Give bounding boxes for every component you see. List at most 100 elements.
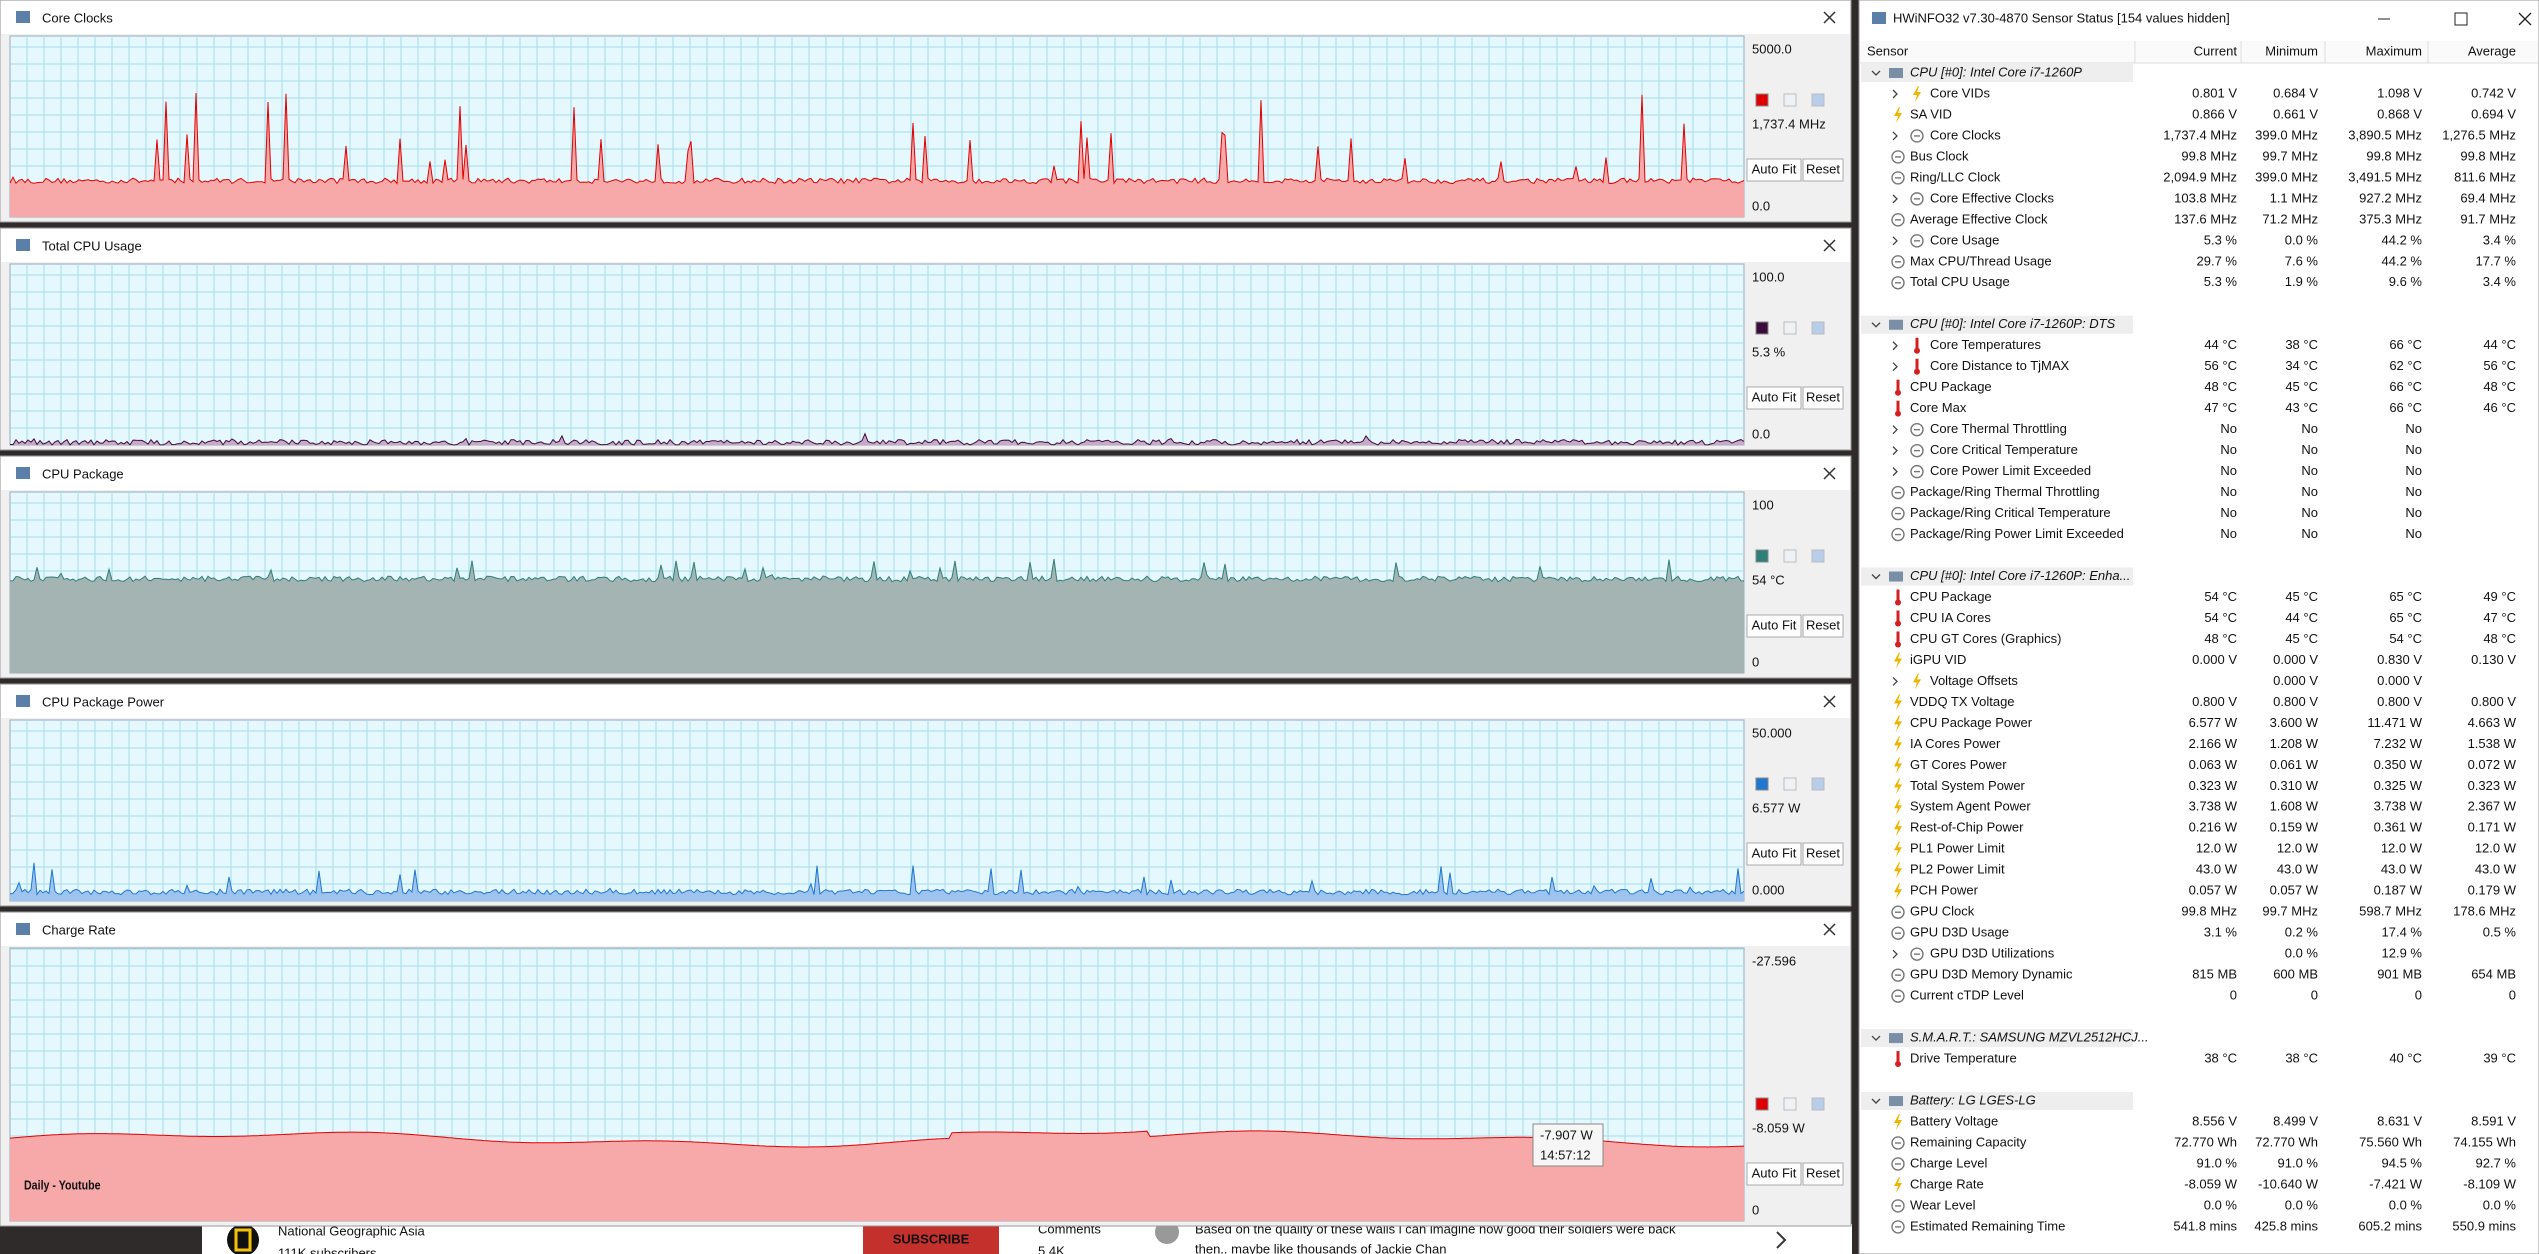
swatch[interactable] — [1811, 1097, 1825, 1111]
close-button[interactable] — [1823, 923, 1836, 936]
sensor-value: 99.8 MHz — [2181, 904, 2237, 919]
sensor-label: PL1 Power Limit — [1910, 841, 2005, 856]
sensor-value: 0.0 % — [2285, 946, 2319, 961]
sensor-value: 0.694 V — [2471, 106, 2516, 121]
sensor-value: 99.8 MHz — [2181, 148, 2237, 163]
window-icon — [16, 923, 30, 935]
auto-fit-label[interactable]: Auto Fit — [1752, 845, 1797, 860]
swatch[interactable] — [1811, 93, 1825, 107]
auto-fit-label[interactable]: Auto Fit — [1752, 161, 1797, 176]
min-label: 0.0 — [1752, 198, 1770, 213]
sensor-value: No — [2220, 421, 2237, 436]
reset-button[interactable] — [1802, 614, 1844, 638]
swatch[interactable] — [1783, 1097, 1797, 1111]
expand-chevron[interactable] — [1892, 949, 1898, 959]
window-titlebar — [1, 685, 1850, 718]
section-icon — [1889, 319, 1903, 330]
color-swatch[interactable] — [1755, 321, 1769, 335]
auto-fit-button[interactable] — [1746, 614, 1802, 638]
expand-chevron[interactable] — [1892, 89, 1898, 99]
collapse-chevron[interactable] — [1871, 70, 1881, 76]
reset-button[interactable] — [1802, 1162, 1844, 1186]
swatch[interactable] — [1811, 321, 1825, 335]
sensor-value: 43.0 W — [2196, 862, 2238, 877]
sensor-value: 0.800 V — [2471, 694, 2516, 709]
sensor-label: CPU Package Power — [1910, 715, 2033, 730]
sensor-value: 99.7 MHz — [2262, 904, 2318, 919]
swatch[interactable] — [1811, 777, 1825, 791]
close-button[interactable] — [1823, 11, 1836, 24]
sensor-value: 44 °C — [2204, 337, 2237, 352]
sensor-value: 91.0 % — [2278, 1155, 2319, 1170]
max-label: 100 — [1752, 497, 1774, 512]
expand-chevron[interactable] — [1892, 194, 1898, 204]
sensor-label: Core Critical Temperature — [1930, 442, 2078, 457]
subscribe-label[interactable]: SUBSCRIBE — [893, 1231, 970, 1246]
sensor-value: 12.9 % — [2382, 946, 2423, 961]
subscribe-button[interactable] — [863, 1222, 999, 1254]
expand-chevron[interactable] — [1892, 341, 1898, 351]
expand-chevron[interactable] — [1892, 362, 1898, 372]
sensor-label: iGPU VID — [1910, 652, 1966, 667]
auto-fit-label[interactable]: Auto Fit — [1752, 389, 1797, 404]
sensor-value: No — [2405, 484, 2422, 499]
reset-button[interactable] — [1802, 842, 1844, 866]
reset-label[interactable]: Reset — [1806, 845, 1840, 860]
maximize-button[interactable] — [2454, 12, 2468, 26]
expand-chevron[interactable] — [1892, 236, 1898, 246]
sensor-label: Remaining Capacity — [1910, 1134, 2027, 1149]
column-header — [1860, 41, 2538, 63]
next-arrow[interactable] — [1776, 1231, 1787, 1249]
sensor-label: Total System Power — [1910, 778, 2026, 793]
column-title: Sensor — [1867, 43, 1909, 58]
sensor-value: No — [2405, 442, 2422, 457]
color-swatch[interactable] — [1755, 549, 1769, 563]
auto-fit-button[interactable] — [1746, 842, 1802, 866]
sensor-value: 654 MB — [2471, 967, 2516, 982]
sensor-window-title: HWiNFO32 v7.30-4870 Sensor Status [154 v… — [1893, 10, 2230, 25]
reset-button[interactable] — [1802, 386, 1844, 410]
reset-button[interactable] — [1802, 158, 1844, 182]
expand-chevron[interactable] — [1892, 425, 1898, 435]
window-icon — [16, 11, 30, 23]
reset-label[interactable]: Reset — [1806, 161, 1840, 176]
collapse-chevron[interactable] — [1871, 574, 1881, 580]
auto-fit-button[interactable] — [1746, 158, 1802, 182]
swatch[interactable] — [1783, 321, 1797, 335]
sensor-label: GPU D3D Utilizations — [1930, 946, 2055, 961]
auto-fit-button[interactable] — [1746, 386, 1802, 410]
current-label: 5.3 % — [1752, 344, 1786, 359]
sensor-value: 103.8 MHz — [2174, 190, 2237, 205]
color-swatch[interactable] — [1755, 93, 1769, 107]
reset-label[interactable]: Reset — [1806, 389, 1840, 404]
sensor-value: 0.179 W — [2468, 883, 2517, 898]
close-button[interactable] — [1823, 695, 1836, 708]
reset-label[interactable]: Reset — [1806, 617, 1840, 632]
expand-chevron[interactable] — [1892, 131, 1898, 141]
close-button[interactable] — [2518, 12, 2532, 26]
expand-chevron[interactable] — [1892, 467, 1898, 477]
auto-fit-button[interactable] — [1746, 1162, 1802, 1186]
sensor-value: -10.640 W — [2258, 1176, 2319, 1191]
auto-fit-label[interactable]: Auto Fit — [1752, 1165, 1797, 1180]
expand-chevron[interactable] — [1892, 446, 1898, 456]
collapse-chevron[interactable] — [1871, 1098, 1881, 1104]
close-button[interactable] — [1823, 239, 1836, 252]
volt-icon — [1894, 799, 1902, 816]
sensor-value: 0.159 W — [2270, 820, 2319, 835]
swatch[interactable] — [1811, 549, 1825, 563]
collapse-chevron[interactable] — [1871, 322, 1881, 328]
sensor-value: 49 °C — [2483, 589, 2516, 604]
expand-chevron[interactable] — [1892, 676, 1898, 686]
sensor-value: 541.8 mins — [2173, 1218, 2237, 1233]
sensor-label: Ring/LLC Clock — [1910, 169, 2001, 184]
reset-label[interactable]: Reset — [1806, 1165, 1840, 1180]
color-swatch[interactable] — [1755, 1097, 1769, 1111]
swatch[interactable] — [1783, 777, 1797, 791]
auto-fit-label[interactable]: Auto Fit — [1752, 617, 1797, 632]
swatch[interactable] — [1783, 93, 1797, 107]
collapse-chevron[interactable] — [1871, 1035, 1881, 1041]
swatch[interactable] — [1783, 549, 1797, 563]
color-swatch[interactable] — [1755, 777, 1769, 791]
close-button[interactable] — [1823, 467, 1836, 480]
